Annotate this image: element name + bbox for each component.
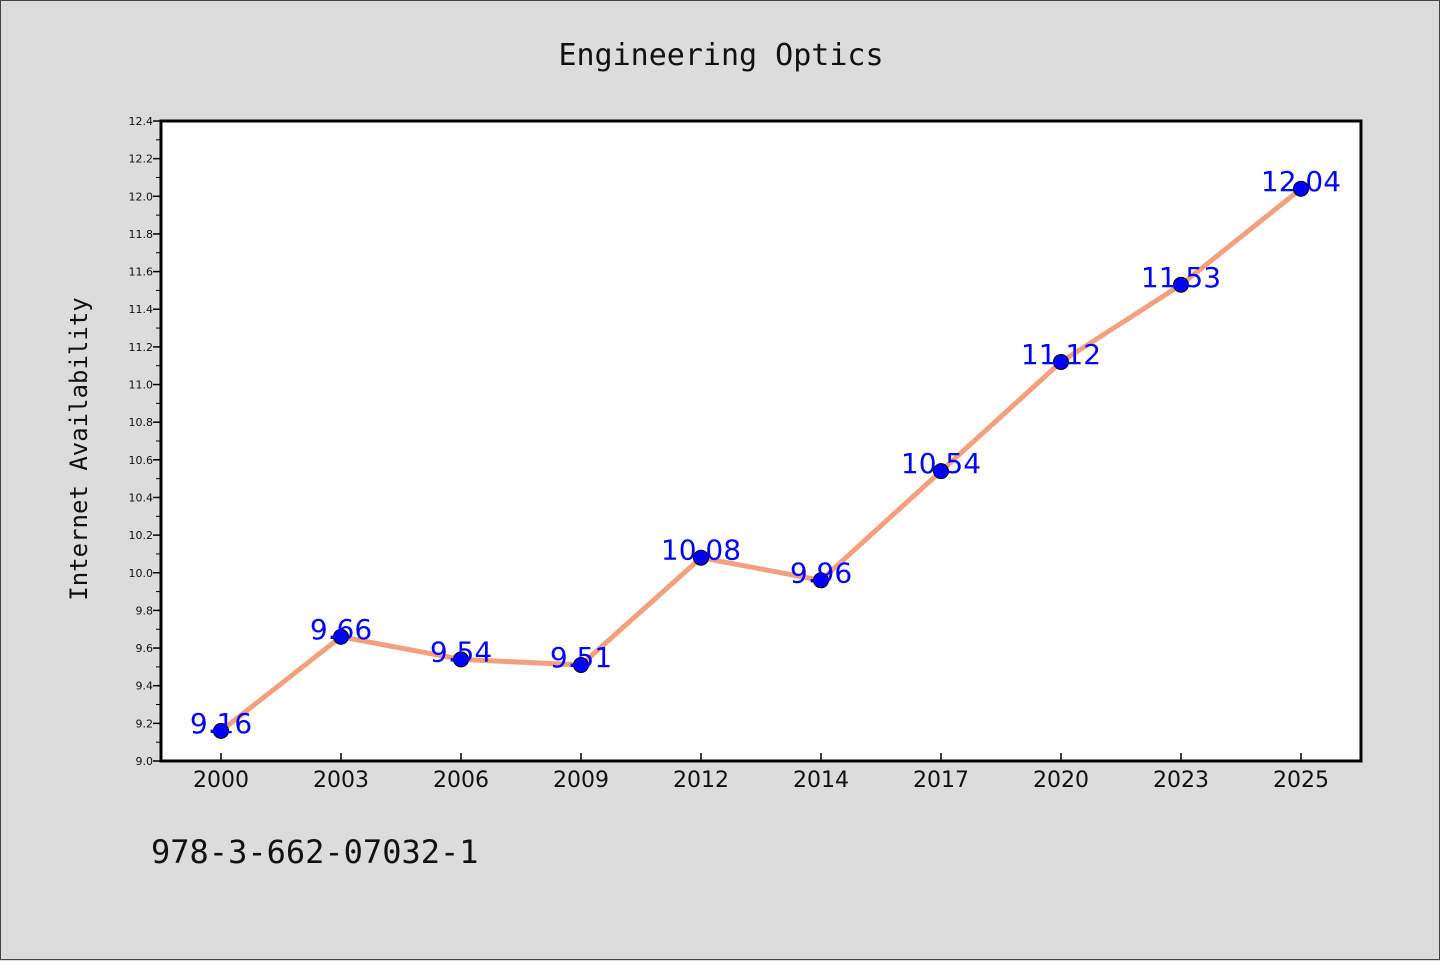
y-tick-label: 12.0 bbox=[129, 190, 154, 203]
y-tick-label: 10.6 bbox=[129, 454, 154, 467]
x-tick-label: 2025 bbox=[1273, 768, 1329, 793]
data-label: 10.54 bbox=[901, 447, 981, 480]
data-point[interactable] bbox=[333, 628, 349, 645]
x-tick-label: 2006 bbox=[433, 768, 489, 793]
y-tick-label: 9.8 bbox=[136, 604, 154, 617]
x-tick-label: 2023 bbox=[1153, 768, 1209, 793]
x-tick-label: 2000 bbox=[193, 768, 249, 793]
x-tick-label: 2012 bbox=[673, 768, 729, 793]
y-tick-label: 10.8 bbox=[129, 416, 154, 429]
data-labels: 9.16 9.66 9.54 9.51 10.08 9.96 10.54 11.12 11.53… bbox=[190, 165, 1341, 740]
x-tick-label: 2009 bbox=[553, 768, 609, 793]
data-point[interactable] bbox=[933, 463, 949, 480]
y-tick-label: 9.0 bbox=[136, 755, 154, 768]
y-tick-label: 9.6 bbox=[136, 642, 154, 655]
y-tick-label: 12.2 bbox=[129, 153, 154, 166]
x-tick-label: 2017 bbox=[913, 768, 969, 793]
data-label: 11.53 bbox=[1141, 261, 1221, 294]
x-tick-label: 2020 bbox=[1033, 768, 1089, 793]
y-tick-label: 11.4 bbox=[129, 303, 154, 316]
data-label: 10.08 bbox=[661, 534, 741, 567]
data-label: 9.51 bbox=[550, 641, 612, 674]
data-points bbox=[213, 180, 1309, 739]
data-label: 12.04 bbox=[1261, 165, 1341, 198]
plot-area bbox=[159, 119, 1363, 763]
y-tick-label: 12.4 bbox=[129, 115, 154, 128]
series-line-group bbox=[218, 186, 1304, 734]
data-label: 9.54 bbox=[430, 635, 492, 668]
x-tick-label: 2003 bbox=[313, 768, 369, 793]
data-point[interactable] bbox=[453, 651, 469, 668]
y-tick-label: 10.2 bbox=[129, 529, 154, 542]
y-tick-label: 10.4 bbox=[129, 491, 154, 504]
data-point[interactable] bbox=[1293, 180, 1309, 197]
series-line bbox=[218, 186, 1304, 734]
x-tick-label: 2014 bbox=[793, 768, 849, 793]
y-tick-label: 9.2 bbox=[136, 717, 154, 730]
data-point[interactable] bbox=[693, 549, 709, 566]
y-tick-label: 11.0 bbox=[129, 379, 154, 392]
data-point[interactable] bbox=[213, 722, 229, 739]
data-point[interactable] bbox=[573, 657, 589, 673]
isbn-text: 978-3-662-07032-1 bbox=[151, 833, 479, 871]
y-tick-label: 11.8 bbox=[129, 228, 154, 241]
y-axis-label: Internet Availability bbox=[65, 297, 93, 600]
data-label: 9.16 bbox=[190, 707, 252, 740]
chart-title: Engineering Optics bbox=[558, 38, 883, 73]
data-label: 9.66 bbox=[310, 613, 372, 646]
y-tick-label: 11.6 bbox=[129, 266, 154, 279]
y-tick-label: 9.4 bbox=[136, 680, 154, 693]
data-label: 11.12 bbox=[1021, 338, 1101, 371]
data-point[interactable] bbox=[813, 572, 829, 589]
y-tick-label: 10.0 bbox=[129, 567, 154, 580]
data-point[interactable] bbox=[1173, 276, 1189, 293]
data-point[interactable] bbox=[1053, 353, 1069, 370]
y-axis: 9.0 9.2 9.4 9.6 9.8 10.0 10.2 10.4 10.6 10.8 11.0 1… bbox=[129, 115, 161, 768]
x-axis: 2000 2003 2006 2009 2012 2014 2017 2020 2023 2025 bbox=[193, 753, 1329, 793]
y-tick-label: 11.2 bbox=[129, 341, 154, 354]
data-label: 9.96 bbox=[790, 556, 852, 589]
